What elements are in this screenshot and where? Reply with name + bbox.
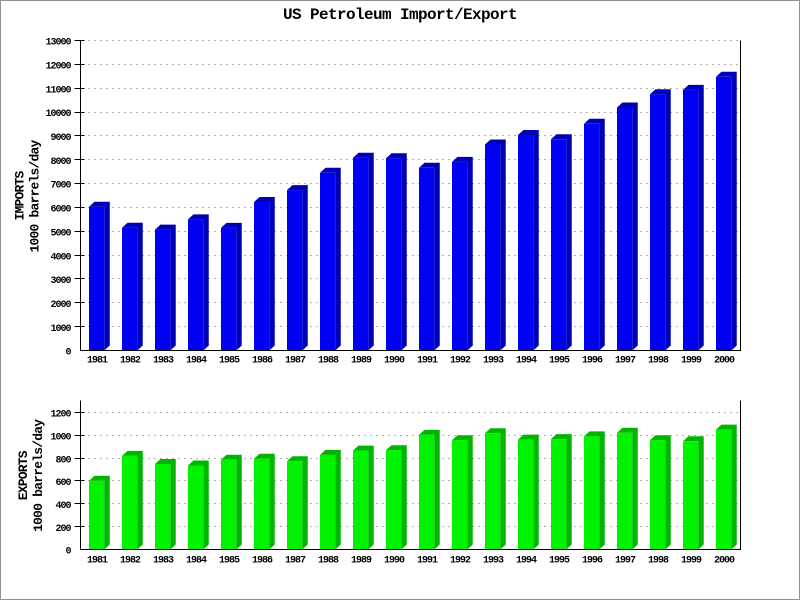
svg-text:800: 800 xyxy=(55,455,71,466)
svg-text:1988: 1988 xyxy=(318,556,339,567)
svg-text:1981: 1981 xyxy=(87,556,108,567)
svg-text:1990: 1990 xyxy=(384,356,405,367)
svg-text:1984: 1984 xyxy=(186,356,207,367)
svg-text:1986: 1986 xyxy=(252,556,273,567)
svg-text:1984: 1984 xyxy=(186,556,207,567)
svg-text:0: 0 xyxy=(65,348,71,359)
svg-text:1989: 1989 xyxy=(351,556,372,567)
svg-text:1996: 1996 xyxy=(582,556,603,567)
svg-text:1000: 1000 xyxy=(50,324,71,335)
svg-text:10000: 10000 xyxy=(45,109,71,120)
svg-text:1000 barrels/day: 1000 barrels/day xyxy=(31,419,46,532)
svg-text:9000: 9000 xyxy=(50,133,71,144)
svg-text:US Petroleum Import/Export: US Petroleum Import/Export xyxy=(283,6,517,24)
svg-text:1995: 1995 xyxy=(549,356,570,367)
svg-text:1994: 1994 xyxy=(516,356,537,367)
svg-text:IMPORTS: IMPORTS xyxy=(12,171,27,221)
svg-text:1991: 1991 xyxy=(417,556,438,567)
svg-text:1998: 1998 xyxy=(648,356,669,367)
svg-text:1983: 1983 xyxy=(153,356,174,367)
svg-text:1985: 1985 xyxy=(219,556,240,567)
svg-text:1992: 1992 xyxy=(450,556,471,567)
svg-text:8000: 8000 xyxy=(50,157,71,168)
svg-text:3000: 3000 xyxy=(50,276,71,287)
svg-text:0: 0 xyxy=(65,547,71,558)
svg-text:1995: 1995 xyxy=(549,556,570,567)
svg-text:1987: 1987 xyxy=(285,356,306,367)
svg-text:1992: 1992 xyxy=(450,356,471,367)
svg-text:1000: 1000 xyxy=(50,432,71,443)
svg-text:2000: 2000 xyxy=(50,300,71,311)
svg-text:2000: 2000 xyxy=(714,556,735,567)
svg-text:1991: 1991 xyxy=(417,356,438,367)
svg-text:1990: 1990 xyxy=(384,556,405,567)
svg-text:1993: 1993 xyxy=(483,556,504,567)
svg-text:1997: 1997 xyxy=(615,556,636,567)
svg-text:5000: 5000 xyxy=(50,228,71,239)
svg-text:1983: 1983 xyxy=(153,556,174,567)
svg-text:200: 200 xyxy=(55,524,71,535)
svg-text:1986: 1986 xyxy=(252,356,273,367)
svg-text:EXPORTS: EXPORTS xyxy=(16,450,31,500)
svg-text:1982: 1982 xyxy=(120,356,141,367)
svg-text:12000: 12000 xyxy=(45,62,71,73)
svg-text:1981: 1981 xyxy=(87,356,108,367)
svg-text:1999: 1999 xyxy=(681,556,702,567)
svg-text:2000: 2000 xyxy=(714,356,735,367)
svg-text:1982: 1982 xyxy=(120,556,141,567)
svg-text:13000: 13000 xyxy=(45,38,71,49)
svg-text:600: 600 xyxy=(55,478,71,489)
svg-text:1000 barrels/day: 1000 barrels/day xyxy=(28,139,43,252)
svg-text:1998: 1998 xyxy=(648,556,669,567)
svg-text:6000: 6000 xyxy=(50,205,71,216)
svg-text:1985: 1985 xyxy=(219,356,240,367)
svg-text:1987: 1987 xyxy=(285,556,306,567)
svg-text:1997: 1997 xyxy=(615,356,636,367)
svg-text:1994: 1994 xyxy=(516,556,537,567)
svg-text:1200: 1200 xyxy=(50,410,71,421)
svg-text:11000: 11000 xyxy=(45,85,71,96)
svg-text:1993: 1993 xyxy=(483,356,504,367)
svg-text:1988: 1988 xyxy=(318,356,339,367)
svg-text:1999: 1999 xyxy=(681,356,702,367)
svg-text:1989: 1989 xyxy=(351,356,372,367)
svg-text:4000: 4000 xyxy=(50,252,71,263)
svg-text:7000: 7000 xyxy=(50,181,71,192)
svg-text:400: 400 xyxy=(55,501,71,512)
svg-text:1996: 1996 xyxy=(582,356,603,367)
